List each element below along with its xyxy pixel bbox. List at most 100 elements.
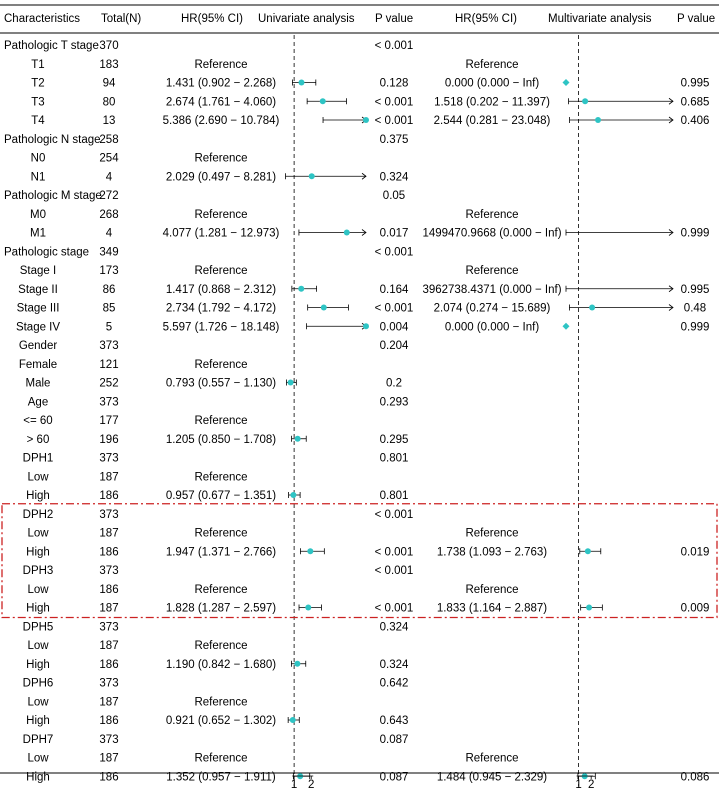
- table-row: Stage II 86 1.417 (0.868 − 2.312) 0.164 3962…: [18, 284, 709, 296]
- ci-arrow-high: [668, 116, 674, 124]
- row-label: Low: [27, 753, 49, 765]
- table-row: T1 183 Reference Reference: [31, 59, 518, 71]
- table-row: DPH3 373 < 0.001: [23, 565, 414, 577]
- row-total: 373: [99, 734, 118, 746]
- row-label: N1: [31, 171, 46, 183]
- row-p-univariate: 0.05: [383, 190, 405, 202]
- table-row: DPH5 373 0.324: [23, 621, 409, 633]
- row-hr-multivariate: 3962738.4371 (0.000 − Inf): [422, 284, 561, 296]
- row-hr-multivariate: 1.833 (1.164 − 2.887): [437, 603, 547, 615]
- row-total: 373: [99, 453, 118, 465]
- table-row: T2 94 1.431 (0.902 − 2.268) 0.128 0.000 (0.0…: [31, 78, 709, 90]
- ci-arrow-high: [668, 229, 674, 236]
- row-label: <= 60: [23, 415, 52, 427]
- row-p-multivariate: 0.086: [681, 771, 710, 783]
- row-total: 272: [99, 190, 118, 202]
- table-row: Low 187 Reference: [27, 696, 247, 708]
- point-estimate: [290, 492, 297, 498]
- row-total: 94: [103, 78, 116, 90]
- ci-arrow-high: [361, 229, 367, 236]
- row-label: DPH2: [23, 509, 54, 521]
- row-total: 5: [106, 321, 112, 333]
- row-hr-multivariate: Reference: [465, 59, 518, 71]
- row-label: DPH5: [23, 621, 54, 633]
- row-hr-univariate: 2.029 (0.497 − 8.281): [166, 171, 276, 183]
- row-label: Pathologic T stage: [4, 40, 99, 52]
- row-p-univariate: 0.164: [380, 284, 409, 296]
- row-hr-multivariate: 1499470.9668 (0.000 − Inf): [422, 228, 561, 240]
- row-label: M1: [30, 228, 46, 240]
- row-p-univariate: 0.324: [380, 621, 409, 633]
- row-label: High: [26, 659, 50, 671]
- ci-mark-univariate: [287, 717, 300, 723]
- table-row: Gender 373 0.204: [19, 340, 409, 352]
- row-hr-univariate: 4.077 (1.281 − 12.973): [163, 228, 280, 240]
- row-hr-univariate: Reference: [194, 415, 247, 427]
- row-p-univariate: 0.204: [380, 340, 409, 352]
- row-total: 85: [103, 303, 116, 315]
- table-row: Female 121 Reference: [19, 359, 248, 371]
- ci-mark-univariate: [300, 548, 325, 555]
- row-p-univariate: 0.017: [380, 228, 409, 240]
- table-row: High 187 1.828 (1.287 − 2.597) < 0.001 1.833…: [26, 603, 709, 615]
- table-row: T4 13 5.386 (2.690 − 10.784) < 0.001 2.544 (…: [31, 115, 709, 127]
- ci-arrow-high: [668, 97, 674, 105]
- point-estimate: [298, 285, 305, 292]
- row-total: 186: [99, 584, 118, 596]
- table-row: > 60 196 1.205 (0.850 − 1.708) 0.295: [27, 434, 409, 446]
- row-total: 187: [99, 471, 118, 483]
- row-total: 196: [99, 434, 118, 446]
- row-label: N0: [31, 153, 46, 165]
- row-label: Stage III: [17, 303, 60, 315]
- row-p-univariate: < 0.001: [375, 96, 414, 108]
- table-row: Low 187 Reference Reference: [27, 528, 518, 540]
- row-p-univariate: 0.2: [386, 378, 402, 390]
- ci-arrow-high: [361, 172, 367, 180]
- point-estimate: [307, 548, 314, 555]
- row-hr-univariate: 1.417 (0.868 − 2.312): [166, 284, 276, 296]
- row-hr-univariate: Reference: [194, 584, 247, 596]
- row-p-univariate: 0.087: [380, 771, 409, 783]
- row-label: M0: [30, 209, 46, 221]
- table-row: High 186 0.921 (0.652 − 1.302) 0.643: [26, 715, 408, 727]
- point-estimate: [582, 98, 589, 105]
- row-hr-multivariate: 1.518 (0.202 − 11.397): [434, 96, 550, 108]
- header-p-multivariate: P value: [677, 13, 715, 25]
- header-p-univariate: P value: [375, 13, 413, 25]
- row-total: 373: [99, 678, 118, 690]
- ci-mark-univariate: [291, 285, 317, 292]
- row-p-univariate: 0.295: [380, 434, 409, 446]
- row-label: High: [26, 546, 50, 558]
- row-total: 187: [99, 528, 118, 540]
- ci-mark-univariate: [285, 172, 367, 180]
- row-hr-univariate: 0.793 (0.557 − 1.130): [166, 378, 276, 390]
- table-row: DPH1 373 0.801: [23, 453, 409, 465]
- table-row: High 186 0.957 (0.677 − 1.351) 0.801: [26, 490, 408, 502]
- row-label: High: [26, 715, 50, 727]
- table-row: Stage III 85 2.734 (1.792 − 4.172) < 0.001 2…: [17, 303, 707, 315]
- row-total: 349: [99, 246, 118, 258]
- row-hr-multivariate: 0.000 (0.000 − Inf): [445, 78, 539, 90]
- row-total: 186: [99, 659, 118, 671]
- row-total: 13: [103, 115, 116, 127]
- row-hr-univariate: 1.828 (1.287 − 2.597): [166, 603, 276, 615]
- row-total: 187: [99, 640, 118, 652]
- axis-tick-label-multi: 1: [575, 779, 581, 789]
- point-estimate: [298, 79, 305, 86]
- row-label: DPH6: [23, 678, 54, 690]
- table-row: N0 254 Reference: [31, 153, 248, 165]
- ci-mark-multivariate: [579, 548, 602, 555]
- row-hr-multivariate: 1.484 (0.945 − 2.329): [437, 771, 547, 783]
- header-multivariate-analysis: Multivariate analysis: [548, 13, 652, 25]
- header-hr-univariate: HR(95% CI): [181, 13, 243, 25]
- row-hr-multivariate: Reference: [465, 209, 518, 221]
- table-row: High 186 1.190 (0.842 − 1.680) 0.324: [26, 659, 409, 671]
- row-label: Stage IV: [16, 321, 60, 333]
- row-p-univariate: 0.004: [380, 321, 409, 333]
- row-p-multivariate: 0.999: [681, 321, 710, 333]
- row-p-univariate: < 0.001: [375, 40, 414, 52]
- axis-tick-label-uni: 2: [308, 779, 314, 789]
- ci-mark-multivariate: [562, 322, 570, 330]
- table-row: Stage IV 5 5.597 (1.726 − 18.148) 0.004 0.00…: [16, 321, 709, 333]
